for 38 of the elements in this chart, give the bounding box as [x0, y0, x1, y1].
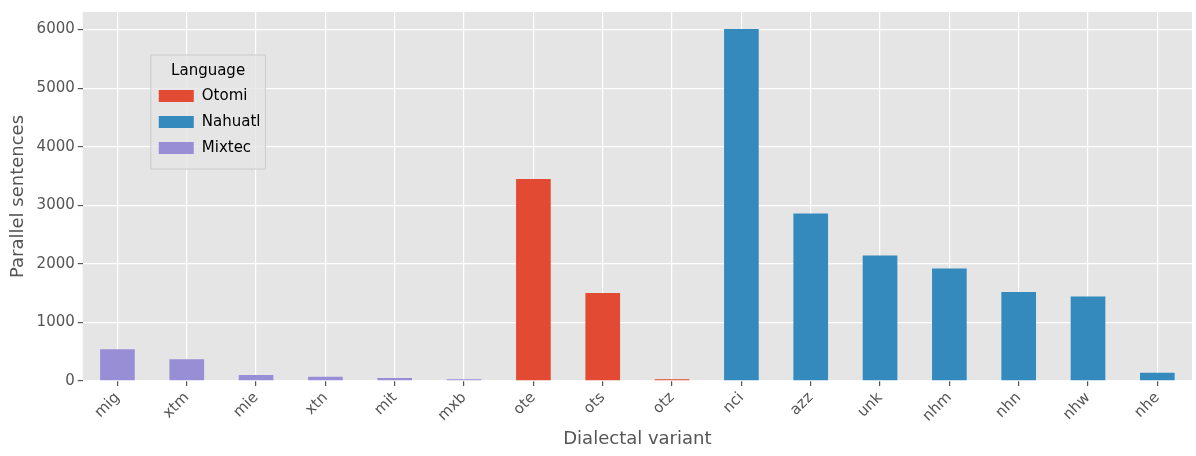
y-tick-label: 4000: [36, 136, 75, 155]
y-tick-label: 2000: [36, 253, 75, 272]
x-tick-label: mit: [370, 388, 401, 419]
legend-title: Language: [171, 60, 246, 79]
bar: [1140, 372, 1175, 381]
bar: [932, 268, 967, 381]
x-axis-title: Dialectal variant: [563, 426, 712, 448]
x-tick-label: nhe: [1130, 388, 1163, 421]
x-tick-label: otz: [648, 388, 678, 418]
legend-label: Mixtec: [201, 137, 252, 156]
x-tick-label: ots: [579, 387, 609, 418]
x-tick-label: nci: [718, 388, 747, 417]
x-tick-label: xtn: [301, 388, 331, 418]
bar: [238, 375, 274, 381]
x-tick-label: azz: [785, 388, 817, 419]
bar: [516, 178, 551, 381]
x-tick-label: ote: [509, 388, 539, 419]
legend-label: Otomi: [201, 85, 248, 104]
x-tick-label: nhn: [991, 388, 1025, 422]
bar: [585, 293, 621, 381]
x-tick-label: unk: [853, 387, 886, 421]
x-tick-label: mig: [90, 388, 124, 421]
legend-label: Nahuatl: [201, 111, 261, 130]
y-tick-label: 1000: [36, 312, 75, 331]
bar: [862, 255, 898, 381]
bar: [1070, 296, 1106, 381]
y-tick-label: 3000: [36, 195, 75, 214]
bar: [793, 213, 829, 381]
y-tick-label: 5000: [36, 78, 75, 97]
y-tick-label: 6000: [36, 19, 75, 38]
x-tick-label: mie: [229, 388, 262, 421]
bar: [100, 349, 135, 381]
bar: [169, 359, 205, 381]
y-tick-label: 0: [65, 370, 75, 389]
bar: [724, 28, 759, 381]
bar: [1001, 291, 1037, 381]
y-axis-title: Parallel sentences: [6, 114, 28, 278]
x-tick-label: xtm: [158, 388, 193, 422]
